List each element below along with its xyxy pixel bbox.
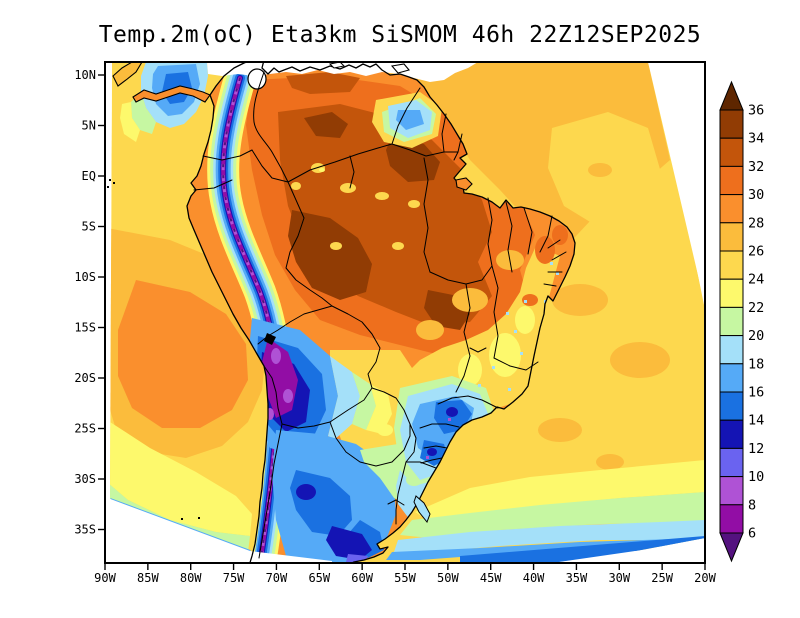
lon-tick-label: 30W (608, 571, 630, 585)
colorbar-label: 14 (748, 413, 764, 429)
colorbar-label: 20 (748, 328, 764, 344)
colorbar-label: 24 (748, 272, 764, 288)
lon-tick-label: 70W (266, 571, 288, 585)
colorbar-label: 26 (748, 244, 764, 260)
lon-tick-label: 35W (566, 571, 588, 585)
colorbar-arrow-top (720, 82, 743, 110)
lon-tick-label: 60W (351, 571, 373, 585)
colorbar-segment (720, 392, 743, 420)
region-east-amber (416, 320, 444, 340)
region-sebrazil-purple-speck (448, 418, 451, 421)
lake-maracaibo (248, 69, 266, 89)
lat-tick-label: 5N (82, 119, 96, 133)
lat-tick-label: 25S (74, 422, 96, 436)
region-sebrazil-navy (427, 448, 437, 456)
lon-tick-label: 45W (480, 571, 502, 585)
colorbar-segment (720, 420, 743, 448)
lat-tick-label: 20S (74, 371, 96, 385)
colorbar-label: 28 (748, 215, 764, 231)
region-river-spot (375, 192, 389, 200)
lat-tick-label: 10N (74, 68, 96, 82)
region-atlantic-patch (596, 454, 624, 470)
colorbar-segment (720, 364, 743, 392)
colorbar-arrow-bottom (720, 533, 743, 561)
colorbar-segment (720, 195, 743, 223)
region-east-pale (515, 306, 535, 334)
colorbar-label: 30 (748, 187, 764, 203)
lon-tick-label: 55W (394, 571, 416, 585)
colorbar-segment (720, 505, 743, 533)
region-river-spot (340, 183, 356, 193)
lat-tick-label: 10S (74, 270, 96, 284)
temperature-colorbar: 36 34 32 30 28 26 24 22 20 18 16 14 12 10 8 6 (720, 82, 764, 561)
region-altiplano-magenta (271, 348, 281, 364)
lon-tick-label: 75W (223, 571, 245, 585)
lon-tick-label: 90W (94, 571, 116, 585)
lon-tick-label: 40W (523, 571, 545, 585)
region-river-spot (319, 168, 325, 172)
region-atlantic-patch (610, 342, 670, 378)
latitude-axis: 10N 5N EQ 5S 10S 15S 20S 25S 30S 35S (74, 68, 105, 537)
lat-tick-label: EQ (82, 169, 96, 183)
colorbar-label: 34 (748, 131, 764, 147)
region-river-spot (330, 242, 342, 250)
map-field (100, 58, 710, 570)
colorbar-label: 10 (748, 469, 764, 485)
region-ne-rust (552, 225, 568, 245)
lat-tick-label: 15S (74, 321, 96, 335)
lat-tick-label: 5S (82, 220, 96, 234)
colorbar-label: 6 (748, 526, 756, 542)
colorbar-label: 32 (748, 159, 764, 175)
lon-tick-label: 50W (437, 571, 459, 585)
lon-tick-label: 80W (180, 571, 202, 585)
lon-tick-label: 65W (308, 571, 330, 585)
region-east-pale (489, 333, 521, 377)
colorbar-label: 36 (748, 103, 764, 119)
lat-tick-label: 35S (74, 523, 96, 537)
longitude-axis: 90W 85W 80W 75W 70W 65W 60W 55W 50W 45W 40W 35W 30W 2… (94, 563, 716, 585)
colorbar-segment (720, 166, 743, 194)
colorbar-segment (720, 110, 743, 138)
colorbar-label: 16 (748, 385, 764, 401)
region-atlantic-patch (538, 418, 582, 442)
region-river-spot (408, 200, 420, 208)
weather-map-page: 10N 5N EQ 5S 10S 15S 20S 25S 30S 35S 90W 85W 80W 75W… (0, 0, 800, 618)
mask-left-sliver (105, 62, 112, 250)
colorbar-segment (720, 307, 743, 335)
colorbar-label: 8 (748, 497, 756, 513)
colorbar-segment (720, 279, 743, 307)
colorbar-segment (720, 336, 743, 364)
region-river-spot (392, 242, 404, 250)
colorbar-segment (720, 251, 743, 279)
region-sebrazil-navy (446, 407, 458, 417)
colorbar-label: 12 (748, 441, 764, 457)
region-river-spot (291, 182, 301, 190)
colorbar-segment (720, 448, 743, 476)
map-canvas: 10N 5N EQ 5S 10S 15S 20S 25S 30S 35S 90W 85W 80W 75W… (0, 0, 800, 618)
lat-tick-label: 30S (74, 472, 96, 486)
region-argentina-navy (296, 484, 316, 500)
colorbar-segment (720, 138, 743, 166)
lon-tick-label: 85W (137, 571, 159, 585)
plot-title: Temp.2m(oC) Eta3km SiSMOM 46h 22Z12SEP20… (99, 22, 702, 48)
region-altiplano-magenta (283, 389, 293, 403)
colorbar-segment (720, 477, 743, 505)
colorbar-label: 22 (748, 300, 764, 316)
region-atlantic-patch (588, 163, 612, 177)
region-sebrazil-purple-speck (426, 456, 429, 459)
colorbar-segment (720, 223, 743, 251)
region-atlantic-patch (552, 284, 608, 316)
colorbar-label: 18 (748, 356, 764, 372)
lon-tick-label: 25W (651, 571, 673, 585)
lon-tick-label: 20W (694, 571, 716, 585)
